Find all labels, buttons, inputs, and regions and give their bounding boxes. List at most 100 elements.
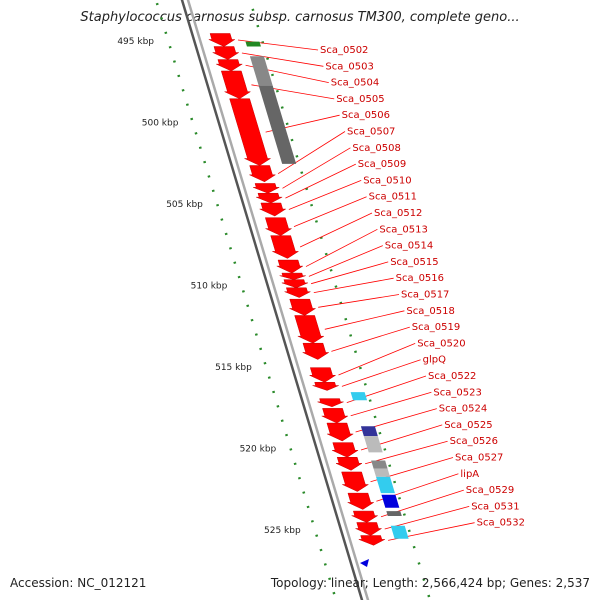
accession-text: Accession: NC_012121 (10, 576, 147, 590)
gene-leader-line (293, 196, 367, 228)
gene-arrow (259, 202, 287, 217)
gene-arrow (220, 70, 252, 99)
gene-arrow (309, 367, 337, 383)
gene-arrow (294, 315, 325, 344)
gene-label: Sca_0503 (325, 61, 373, 72)
gene-arrow (317, 398, 344, 408)
gene-arrow (302, 342, 330, 360)
ruler-tick-label: 515 kbp (215, 363, 252, 373)
gene-arrow (347, 492, 375, 510)
gene-leader-line (277, 131, 346, 174)
gene-label: Sca_0508 (352, 143, 400, 154)
gene-label: Sca_0507 (347, 127, 395, 138)
gene-leader-line (308, 245, 383, 277)
gene-arrow (321, 408, 349, 424)
gene-leader-line (241, 52, 324, 67)
gene-label: Sca_0513 (379, 224, 427, 235)
backbone-line (180, 0, 364, 600)
gene-label: Sca_0525 (444, 420, 492, 431)
gene-arrow (216, 59, 244, 72)
gene-arrow (312, 382, 339, 391)
gene-label: Sca_0520 (417, 338, 465, 349)
gene-arrow (289, 298, 317, 316)
gene-label: Sca_0518 (406, 306, 454, 317)
feature-box (371, 460, 388, 469)
gene-arrow (281, 279, 308, 289)
gene-leader-line (384, 506, 470, 530)
feature-box (363, 436, 383, 453)
gene-leader-line (365, 440, 448, 465)
gene-arrow (256, 192, 283, 204)
gene-label: glpQ (423, 355, 446, 366)
gene-label: Sca_0526 (450, 436, 498, 447)
gene-leader-line (299, 212, 373, 248)
strand-arrow-icon (360, 559, 369, 567)
feature-box (258, 85, 297, 164)
gene-label: Sca_0514 (385, 241, 433, 252)
gene-label: Sca_0532 (477, 518, 525, 529)
gene-leader-line (310, 261, 389, 285)
gene-label: Sca_0502 (320, 45, 368, 56)
gene-label: Sca_0516 (396, 273, 444, 284)
gene-leader-line (324, 310, 405, 330)
gene-label: lipA (460, 469, 479, 480)
backbone-line-inner (186, 0, 370, 600)
feature-box (386, 511, 402, 516)
feature-box (373, 468, 391, 477)
gene-label: Sca_0524 (439, 404, 487, 415)
gene-label: Sca_0504 (331, 78, 379, 89)
gene-arrow (284, 287, 311, 298)
gene-label: Sca_0511 (369, 192, 417, 203)
gene-leader-line (318, 294, 400, 308)
ruler-tick-label: 500 kbp (142, 119, 179, 129)
gene-label: Sca_0512 (374, 208, 422, 219)
gene-leader-line (288, 180, 362, 210)
gene-label: Sca_0529 (466, 485, 514, 496)
feature-box (245, 41, 261, 47)
gene-label: Sca_0517 (401, 290, 449, 301)
gene-arrow (355, 522, 383, 536)
gene-arrow (335, 457, 363, 471)
gene-label: Sca_0523 (433, 387, 481, 398)
gene-label: Sca_0527 (455, 453, 503, 464)
gene-arrow (341, 471, 370, 492)
gene-arrow (249, 165, 277, 183)
gene-label: Sca_0509 (358, 159, 406, 170)
ruler-tick-label: 505 kbp (166, 200, 203, 210)
gene-leader-line (338, 343, 416, 376)
ruler-tick-label: 510 kbp (191, 282, 228, 292)
gene-label: Sca_0510 (363, 175, 411, 186)
gene-label: Sca_0506 (342, 110, 390, 121)
feature-box (390, 525, 409, 539)
gene-arrow (279, 272, 306, 280)
gene-leader-line (341, 359, 421, 387)
gene-label: Sca_0505 (336, 94, 384, 105)
feature-box (360, 426, 378, 437)
gene-label: Sca_0522 (428, 371, 476, 382)
gene-arrow (264, 217, 293, 236)
gene-leader-line (331, 326, 410, 352)
feature-box (376, 476, 395, 494)
gene-leader-line (350, 391, 432, 417)
gene-label: Sca_0515 (390, 257, 438, 268)
gene-arrow (270, 235, 300, 259)
topology-text: Topology: linear; Length: 2,566,424 bp; … (270, 576, 590, 590)
gene-arrow (208, 33, 236, 47)
gene-arrow (331, 442, 359, 458)
feature-box (249, 56, 273, 86)
gene-arrow (212, 46, 240, 60)
gene-leader-line (282, 147, 351, 189)
gene-leader-line (285, 163, 356, 199)
gene-arrow (358, 535, 385, 546)
gene-arrow (326, 422, 355, 442)
ruler-tick-label: 525 kbp (264, 526, 301, 536)
feature-box (350, 392, 368, 401)
gene-arrow (229, 98, 272, 166)
ruler-tick-label: 495 kbp (117, 37, 154, 47)
gene-arrow (351, 510, 379, 523)
gene-leader-line (313, 277, 394, 294)
feature-box (381, 494, 400, 508)
gene-arrow (276, 259, 304, 274)
ruler-tick-label: 520 kbp (240, 445, 277, 455)
